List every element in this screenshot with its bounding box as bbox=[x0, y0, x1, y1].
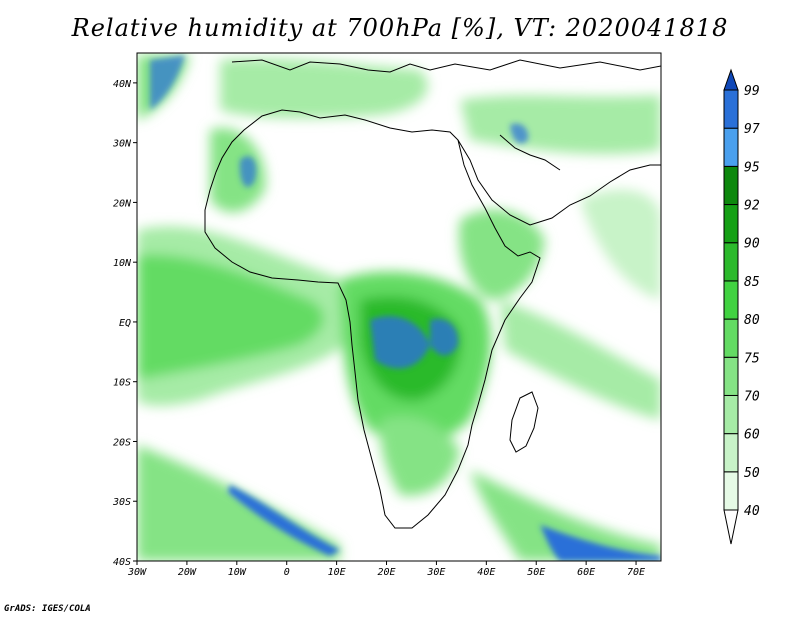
x-tick-label: 70E bbox=[627, 567, 645, 578]
colorbar-min-arrow bbox=[723, 509, 739, 545]
colorbar-segment bbox=[723, 242, 739, 282]
colorbar-segment bbox=[723, 127, 739, 167]
credit-text: GrADS: IGES/COLA bbox=[4, 604, 91, 614]
colorbar-segment bbox=[723, 204, 739, 244]
chart-title: Relative humidity at 700hPa [%], VT: 202… bbox=[71, 14, 729, 42]
colorbar-label: 99 bbox=[744, 84, 760, 99]
x-tick-label: 20E bbox=[377, 567, 395, 578]
colorbar-label: 90 bbox=[744, 237, 760, 252]
colorbar-segment bbox=[723, 165, 739, 206]
y-tick-label: EQ bbox=[119, 318, 131, 329]
humidity-field bbox=[137, 53, 661, 561]
x-tick-label: 30E bbox=[426, 567, 445, 578]
y-tick-label: 10S bbox=[113, 378, 131, 389]
colorbar-segment bbox=[723, 89, 739, 129]
colorbar-segment bbox=[723, 318, 739, 358]
y-axis: 40N 30N 20N 10N EQ 10S 20S 30S 40S bbox=[112, 79, 137, 568]
colorbar-label: 85 bbox=[744, 275, 760, 290]
colorbar-label: 70 bbox=[744, 389, 760, 404]
colorbar-segment bbox=[723, 433, 739, 473]
y-tick-label: 40N bbox=[113, 79, 132, 90]
x-tick-label: 40E bbox=[477, 567, 495, 578]
y-tick-label: 30N bbox=[112, 139, 132, 150]
colorbar-label: 95 bbox=[744, 160, 760, 175]
y-tick-label: 40S bbox=[113, 557, 131, 568]
colorbar-label: 60 bbox=[744, 428, 760, 443]
colorbar-max-arrow bbox=[723, 68, 739, 91]
x-tick-label: 10W bbox=[228, 567, 247, 578]
colorbar-label: 92 bbox=[744, 199, 760, 214]
colorbar-label: 50 bbox=[744, 466, 760, 481]
coastlines bbox=[204, 59, 661, 529]
y-tick-label: 30S bbox=[112, 497, 131, 508]
x-tick-label: 50E bbox=[527, 567, 545, 578]
colorbar-segment bbox=[723, 356, 739, 396]
colorbar-label: 75 bbox=[744, 351, 760, 366]
x-tick-label: 0 bbox=[284, 567, 290, 578]
colorbar-segment bbox=[723, 394, 739, 435]
y-tick-label: 10N bbox=[113, 258, 132, 269]
y-tick-label: 20S bbox=[113, 437, 131, 448]
x-tick-label: 10E bbox=[328, 567, 346, 578]
colorbar: 40 50 60 70 75 80 85 90 92 95 97 99 bbox=[723, 68, 760, 545]
colorbar-label: 40 bbox=[744, 504, 760, 519]
colorbar-segment bbox=[723, 471, 739, 511]
x-axis: 30W 20W 10W 0 10E 20E 30E 40E 50E 60E 70E bbox=[127, 561, 645, 578]
x-tick-label: 30W bbox=[127, 567, 147, 578]
y-tick-label: 20N bbox=[113, 198, 132, 209]
colorbar-label: 80 bbox=[744, 313, 760, 328]
plot-frame bbox=[136, 52, 662, 562]
colorbar-label: 97 bbox=[744, 122, 760, 137]
colorbar-segment bbox=[723, 280, 739, 320]
x-tick-label: 60E bbox=[577, 567, 595, 578]
x-tick-label: 20W bbox=[178, 567, 197, 578]
